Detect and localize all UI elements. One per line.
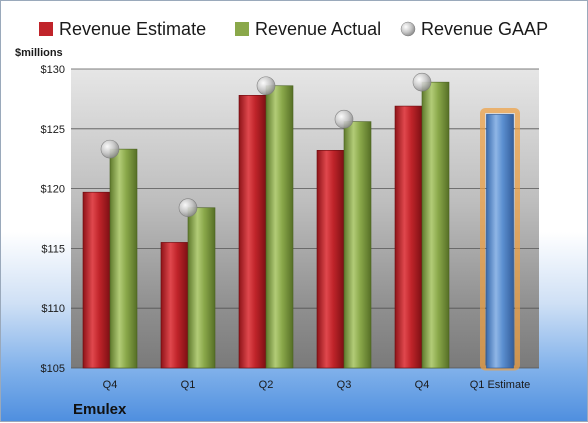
x-tick-label-q2: Q2	[259, 379, 274, 391]
x-tick-label-q4: Q4	[103, 379, 118, 391]
y-axis-ticks: $105 $110 $115 $120 $125 $130	[41, 64, 65, 375]
legend-swatch-revenue-gaap	[400, 21, 416, 37]
bar-revenue-estimate-0	[82, 191, 111, 369]
bar-revenue-actual-4	[421, 81, 450, 369]
y-tick-label: $125	[41, 124, 65, 136]
x-tick-label-q1: Q1	[181, 379, 196, 391]
x-axis-ticks: Q4 Q1 Q2 Q3 Q4 Q1 Estimate	[103, 379, 531, 391]
bar-revenue-actual-2	[265, 85, 294, 369]
marker-revenue-gaap-2	[256, 76, 276, 96]
bar-revenue-actual-0	[109, 148, 138, 369]
bar-q1-estimate-5	[486, 114, 514, 369]
marker-revenue-gaap-0	[100, 139, 120, 159]
plot-area	[71, 69, 539, 368]
x-tick-label-q3: Q3	[337, 379, 352, 391]
bar-series	[82, 81, 520, 371]
y-tick-label: $130	[41, 64, 65, 76]
bar-revenue-estimate-4	[394, 105, 423, 369]
x-tick-label-q1-estimate: Q1 Estimate	[470, 379, 531, 391]
y-tick-label: $105	[41, 363, 65, 375]
legend-swatch-revenue-actual	[235, 22, 249, 36]
bar-revenue-actual-1	[187, 207, 216, 369]
legend-label-revenue-estimate: Revenue Estimate	[59, 19, 206, 39]
legend-label-revenue-actual: Revenue Actual	[255, 19, 381, 39]
bar-revenue-estimate-1	[160, 242, 189, 369]
y-tick-label: $120	[41, 184, 65, 196]
legend-swatch-revenue-estimate	[39, 22, 53, 36]
y-tick-label: $110	[41, 303, 65, 315]
company-name: Emulex	[73, 401, 127, 418]
legend-label-revenue-gaap: Revenue GAAP	[421, 19, 548, 39]
gaap-markers	[100, 72, 432, 218]
x-tick-label-q4: Q4	[415, 379, 430, 391]
marker-revenue-gaap-4	[412, 72, 432, 92]
bar-revenue-estimate-2	[238, 95, 267, 369]
marker-revenue-gaap-3	[334, 109, 354, 129]
bar-revenue-actual-3	[343, 121, 372, 369]
bar-revenue-estimate-3	[316, 150, 345, 369]
gridlines	[71, 68, 539, 369]
y-tick-label: $115	[41, 243, 65, 255]
chart-legend: Revenue Estimate Revenue Actual Revenue GA…	[39, 19, 548, 39]
marker-revenue-gaap-1	[178, 198, 198, 218]
y-axis-unit-label: $millions	[15, 47, 63, 59]
